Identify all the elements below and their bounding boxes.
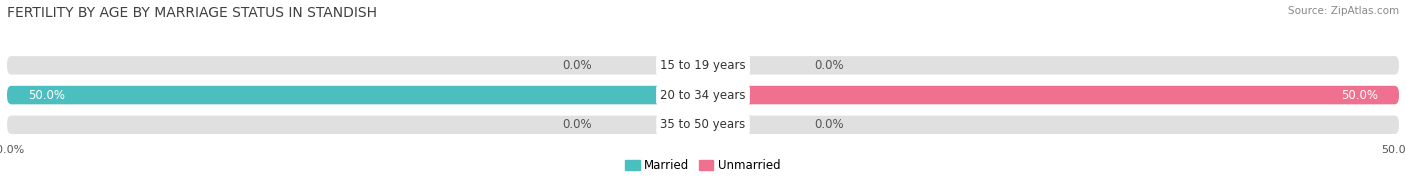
FancyBboxPatch shape: [7, 56, 1399, 74]
Text: 0.0%: 0.0%: [814, 118, 844, 131]
Text: Source: ZipAtlas.com: Source: ZipAtlas.com: [1288, 6, 1399, 16]
Text: 15 to 19 years: 15 to 19 years: [661, 59, 745, 72]
FancyBboxPatch shape: [703, 86, 1399, 104]
Text: 35 to 50 years: 35 to 50 years: [661, 118, 745, 131]
Text: 20 to 34 years: 20 to 34 years: [661, 89, 745, 102]
FancyBboxPatch shape: [7, 86, 1399, 104]
Text: 50.0%: 50.0%: [28, 89, 65, 102]
Text: 0.0%: 0.0%: [562, 118, 592, 131]
Text: 0.0%: 0.0%: [562, 59, 592, 72]
Text: 0.0%: 0.0%: [814, 59, 844, 72]
Legend: Married, Unmarried: Married, Unmarried: [620, 154, 786, 177]
FancyBboxPatch shape: [7, 86, 703, 104]
Text: FERTILITY BY AGE BY MARRIAGE STATUS IN STANDISH: FERTILITY BY AGE BY MARRIAGE STATUS IN S…: [7, 6, 377, 20]
FancyBboxPatch shape: [7, 116, 1399, 134]
Text: 50.0%: 50.0%: [1341, 89, 1378, 102]
